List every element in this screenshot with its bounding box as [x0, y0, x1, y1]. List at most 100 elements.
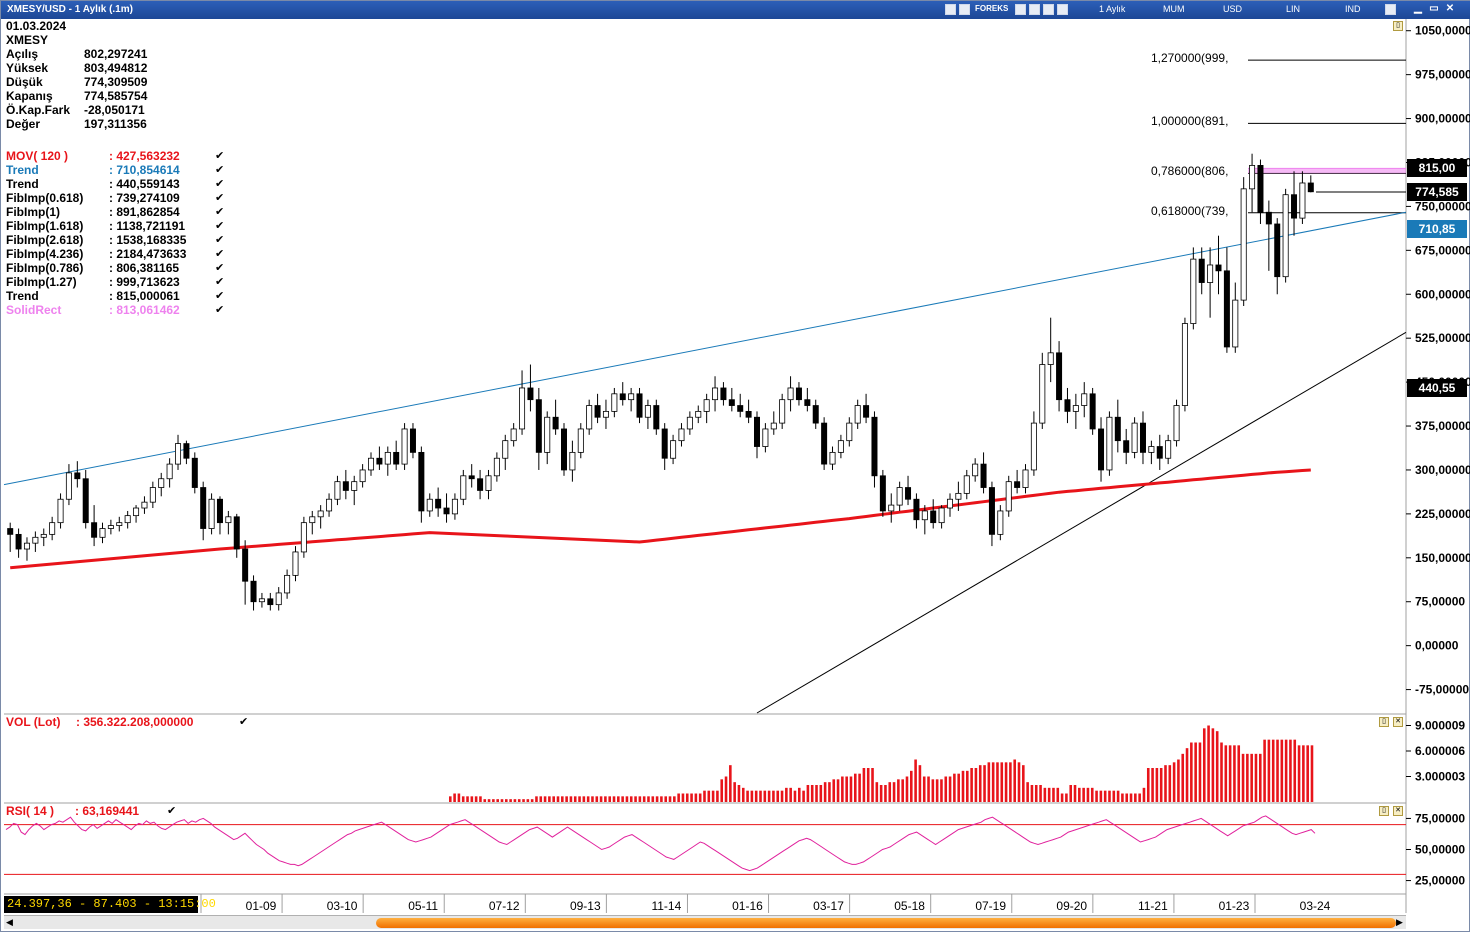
volume-bar-197 [1297, 745, 1301, 802]
volume-bar-118 [957, 773, 960, 802]
candle-body-54 [460, 475, 467, 500]
indicator-check-icon-0[interactable]: ✔ [215, 150, 225, 162]
candle-body-57 [485, 475, 492, 491]
candle-body-155 [1307, 182, 1314, 193]
rsi-check-icon[interactable]: ✔ [167, 805, 177, 817]
indicator-check-icon-7[interactable]: ✔ [215, 248, 225, 260]
volume-bar-33 [591, 796, 594, 802]
minimize-button[interactable]: ▁ [1414, 3, 1422, 14]
candle-body-17 [149, 487, 156, 503]
line-tool-icon[interactable] [1057, 4, 1068, 15]
vol-tick-label-2: 3.000003 [1415, 770, 1465, 784]
indicator-menu[interactable]: IND [1345, 4, 1361, 14]
volume-bar-144 [1069, 785, 1073, 802]
vol-panel-close-icon[interactable]: ✕ [1393, 717, 1403, 727]
volume-bar-32 [586, 796, 590, 802]
price-box-3: 440,55 [1407, 378, 1467, 397]
chart-type-selector[interactable]: MUM [1163, 4, 1185, 14]
time-scrollbar[interactable]: ◀ ▶ [4, 915, 1406, 929]
candle-47 [401, 423, 408, 470]
indicator-check-icon-3[interactable]: ✔ [215, 192, 225, 204]
time-label-7: 03-17 [813, 899, 844, 913]
volume-bar-162 [1146, 768, 1150, 802]
candle-body-111 [938, 507, 945, 524]
indicator-check-icon-1[interactable]: ✔ [215, 164, 225, 176]
volume-bar-48 [655, 796, 659, 802]
indicator-check-icon-6[interactable]: ✔ [215, 234, 225, 246]
candle-body-132 [1114, 416, 1121, 442]
indicator-label-2: Trend [6, 177, 39, 191]
indicator-check-icon-9[interactable]: ✔ [215, 276, 225, 288]
time-label-2: 05-11 [408, 899, 438, 913]
volume-bar-13 [505, 799, 508, 802]
candle-37 [317, 505, 324, 529]
maximize-button[interactable]: ▭ [1429, 3, 1439, 14]
candle-60 [510, 423, 517, 447]
volume-bar-96 [862, 768, 866, 802]
candle-body-85 [720, 387, 727, 401]
close-button[interactable]: ✕ [1445, 3, 1455, 14]
refresh-icon[interactable] [959, 4, 970, 15]
indicator-check-icon-4[interactable]: ✔ [215, 206, 225, 218]
candle-body-142 [1198, 258, 1205, 283]
period-selector[interactable]: 1 Aylık [1099, 4, 1126, 14]
candle-body-35 [300, 522, 307, 553]
candle-136 [1148, 440, 1155, 465]
volume-bar-56 [690, 793, 693, 802]
scrollbar-thumb[interactable] [376, 918, 1396, 928]
rsi-panel-close-icon[interactable]: ✕ [1393, 806, 1403, 816]
volume-bar-142 [1060, 793, 1064, 802]
scale-selector[interactable]: LIN [1286, 4, 1301, 14]
volume-bar-60 [707, 790, 711, 802]
candle-121 [1022, 464, 1029, 494]
candle-135 [1139, 411, 1146, 465]
candle-body-77 [653, 405, 660, 430]
indicator-check-icon-10[interactable]: ✔ [215, 290, 225, 302]
volume-bar-63 [720, 779, 724, 802]
volume-bar-178 [1215, 731, 1219, 802]
pencil-icon[interactable] [1043, 4, 1054, 15]
info-label-4: Ö.Kap.Fark [6, 103, 71, 117]
volume-bar-62 [716, 790, 719, 802]
candle-151 [1274, 218, 1281, 295]
candle-131 [1106, 411, 1113, 476]
candle-body-34 [292, 551, 299, 576]
candle-105 [888, 493, 895, 523]
candle-111 [938, 505, 945, 529]
candle-9 [82, 469, 89, 529]
trend-line-blue [3, 211, 1407, 486]
indicator-check-icon-11[interactable]: ✔ [215, 304, 225, 316]
candle-118 [997, 505, 1004, 541]
scroll-left-icon[interactable]: ◀ [6, 917, 13, 927]
scroll-right-icon[interactable]: ▶ [1396, 917, 1403, 927]
volume-bar-50 [664, 796, 668, 802]
candle-141 [1190, 247, 1197, 330]
up-arrow-icon[interactable] [1385, 4, 1396, 15]
volume-bar-6 [474, 796, 478, 802]
solid-rect [1248, 168, 1406, 174]
volume-bar-141 [1056, 787, 1060, 802]
indicator-check-icon-2[interactable]: ✔ [215, 178, 225, 190]
volume-bar-49 [660, 796, 663, 802]
currency-selector[interactable]: USD [1223, 4, 1243, 14]
info-symbol: XMESY [6, 33, 49, 47]
symbol-icon[interactable] [945, 4, 956, 15]
candle-body-139 [1173, 405, 1180, 442]
volume-bar-200 [1310, 745, 1314, 802]
vol-check-icon[interactable]: ✔ [239, 716, 249, 728]
candle-116 [980, 452, 987, 494]
table-icon[interactable] [1029, 4, 1040, 15]
grid-icon[interactable] [1015, 4, 1026, 15]
vol-panel-restore-icon[interactable]: ▯ [1379, 717, 1389, 727]
indicator-check-icon-5[interactable]: ✔ [215, 220, 225, 232]
candle-body-24 [208, 498, 215, 529]
indicator-label-9: FibImp(1.27) [6, 275, 77, 289]
rsi-panel-restore-icon[interactable]: ▯ [1379, 806, 1389, 816]
candle-body-123 [1039, 364, 1046, 424]
indicator-check-icon-8[interactable]: ✔ [215, 262, 225, 274]
candle-body-104 [879, 475, 886, 512]
main-panel-restore-icon[interactable]: ▯ [1393, 21, 1403, 31]
candle-body-99 [837, 440, 844, 453]
candle-body-11 [99, 528, 106, 538]
